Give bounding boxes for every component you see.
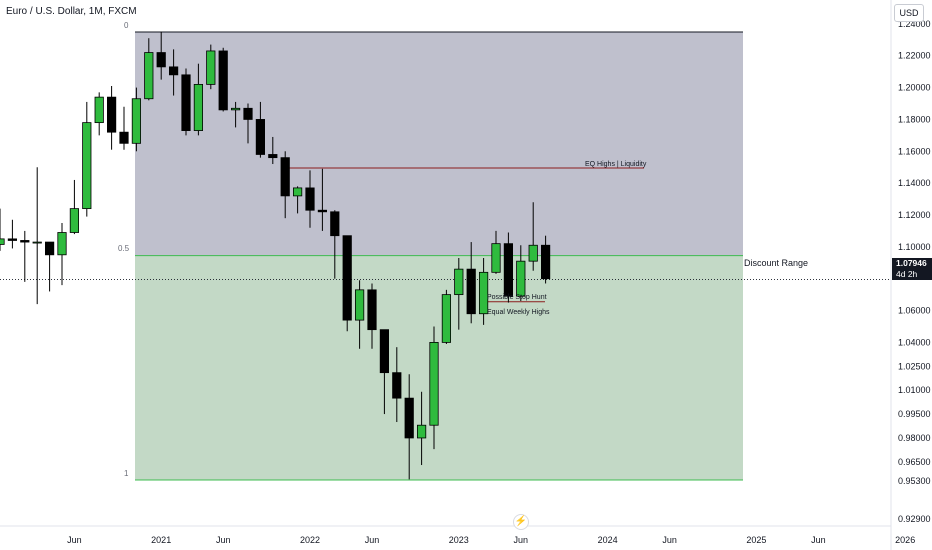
- currency-button[interactable]: USD: [894, 4, 924, 22]
- price-tick-label: 1.22000: [898, 51, 931, 61]
- fib-zones: [0, 31, 891, 481]
- candle-body: [243, 107, 253, 120]
- candle-body: [0, 238, 5, 245]
- candle-body: [466, 268, 476, 315]
- candle-body: [478, 271, 489, 315]
- candle-body: [379, 329, 390, 374]
- time-tick-label: Jun: [216, 535, 231, 545]
- time-tick-label: 2024: [598, 535, 618, 545]
- candle-body: [82, 122, 92, 210]
- candle-body: [516, 260, 526, 297]
- time-tick-label: Jun: [811, 535, 826, 545]
- candle-body: [144, 52, 154, 100]
- fib-label-half: 0.5: [118, 244, 130, 253]
- candle-body: [218, 50, 228, 111]
- stop-hunt-label: Possible Stop Hunt: [487, 294, 547, 301]
- candle-body: [168, 66, 179, 76]
- time-tick-label: 2026: [895, 535, 915, 545]
- bar-countdown: 4d 2h: [896, 269, 918, 279]
- last-price-value: 1.07946: [896, 258, 927, 268]
- price-tick-label: 1.12000: [898, 210, 931, 220]
- price-tick-label: 1.01000: [898, 385, 931, 395]
- time-tick-label: Jun: [514, 535, 529, 545]
- price-tick-label: 0.95300: [898, 476, 931, 486]
- symbol-title: Euro / U.S. Dollar, 1M, FXCM: [6, 6, 137, 17]
- candle-body: [330, 211, 340, 237]
- price-tick-label: 1.06000: [898, 306, 931, 316]
- candle-body: [32, 241, 42, 244]
- price-tick-label: 1.20000: [898, 83, 931, 93]
- candle-body: [131, 98, 141, 144]
- price-tick-label: 1.14000: [898, 178, 931, 188]
- price-tick-label: 1.18000: [898, 114, 931, 124]
- last-price-label: 1.07946 4d 2h: [892, 258, 932, 280]
- candle-body: [181, 74, 191, 131]
- eq-highs-label: EQ Highs | Liquidity: [585, 161, 647, 168]
- candle-body: [206, 50, 216, 85]
- price-tick-label: 1.10000: [898, 242, 931, 252]
- discount-zone: [135, 255, 743, 480]
- time-tick-label: 2021: [151, 535, 171, 545]
- candle-body: [541, 244, 551, 280]
- price-tick-label: 0.92900: [898, 514, 931, 524]
- time-axis: Jun 2021 Jun 2022 Jun 2023 Jun 2024 Jun 2025 Jun 20…: [67, 535, 915, 545]
- time-tick-label: Jun: [365, 535, 380, 545]
- premium-zone: [135, 32, 743, 256]
- candle-body: [292, 187, 303, 197]
- candle-body: [454, 268, 464, 296]
- candle-body: [441, 294, 452, 343]
- price-tick-label: 0.98000: [898, 433, 931, 443]
- candle-body: [20, 240, 30, 243]
- fib-label-one: 1: [124, 469, 129, 478]
- candle-body: [45, 241, 55, 256]
- price-tick-label: 0.96500: [898, 457, 931, 467]
- candle-body: [342, 235, 352, 321]
- tradingview-logo-icon[interactable]: ⚡: [513, 514, 529, 530]
- candle-body: [119, 131, 129, 144]
- candle-body: [404, 397, 414, 439]
- candle-body: [491, 243, 501, 273]
- time-tick-label: 2022: [300, 535, 320, 545]
- candle-body: [69, 208, 79, 233]
- discount-range-label: Discount Range: [744, 258, 808, 268]
- candle-body: [305, 187, 315, 211]
- candle-body: [156, 52, 166, 68]
- time-tick-label: Jun: [662, 535, 677, 545]
- time-tick-label: 2023: [449, 535, 469, 545]
- candle-body: [280, 157, 290, 197]
- candle-body: [416, 424, 427, 439]
- candle-series: [0, 31, 551, 480]
- price-tick-label: 1.16000: [898, 146, 931, 156]
- candle-body: [268, 154, 278, 159]
- candle-body: [107, 96, 117, 133]
- candle-body: [392, 372, 402, 399]
- candle-body: [255, 119, 266, 155]
- candle-body: [317, 209, 328, 213]
- candle-body: [193, 83, 203, 131]
- candle-body: [528, 244, 538, 262]
- time-tick-label: Jun: [67, 535, 82, 545]
- candle-body: [367, 289, 377, 331]
- fib-label-zero: 0: [124, 21, 129, 30]
- candle-body: [429, 341, 439, 426]
- price-tick-label: 1.02500: [898, 361, 931, 371]
- candle-body: [57, 232, 67, 256]
- candle-body: [7, 238, 17, 241]
- candle-body: [230, 107, 241, 111]
- candle-body: [503, 243, 514, 297]
- price-tick-label: 0.99500: [898, 409, 931, 419]
- candle-body: [354, 289, 365, 321]
- price-tick-label: 1.04000: [898, 337, 931, 347]
- time-tick-label: 2025: [746, 535, 766, 545]
- candle-body: [94, 96, 104, 124]
- equal-weekly-highs-label: Equal Weekly Highs: [487, 309, 550, 316]
